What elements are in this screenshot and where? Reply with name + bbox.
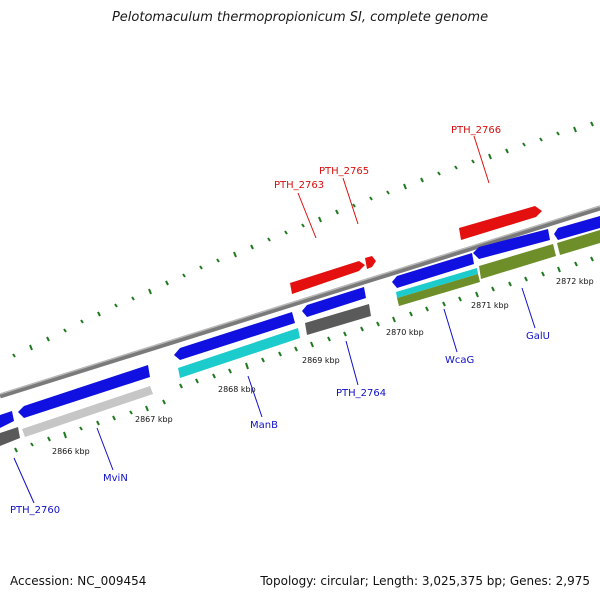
gene-blue-right[interactable] [554,216,600,240]
kbp-label-2871: 2871 kbp [471,301,509,310]
gene-label-manb[interactable]: ManB [250,420,278,431]
gene-red-pth-2763[interactable] [290,261,365,294]
gene-blue-wcag[interactable] [392,253,474,288]
gene-label-mvin[interactable]: MviN [103,473,128,484]
gene-darkgray-pth-2764[interactable] [305,304,371,335]
gene-olive-right[interactable] [557,230,600,255]
gene-blue-galu[interactable] [473,229,550,259]
kbp-label-2868: 2868 kbp [218,385,256,394]
kbp-label-2867: 2867 kbp [135,415,173,424]
gene-blue-manb[interactable] [174,312,295,360]
kbp-label-2869: 2869 kbp [302,356,340,365]
outer-tick-ring [12,121,594,358]
gene-label-pth-2765[interactable]: PTH_2765 [319,166,369,177]
gene-cyan-manb[interactable] [178,328,300,378]
gene-darkgray-pth-2760[interactable] [0,427,20,446]
gene-lightgray-mvin[interactable] [22,386,153,437]
genome-backbone [0,205,600,399]
gene-blue-pth-2760[interactable] [0,411,14,428]
reverse-strand-genes-blue [0,216,600,428]
kbp-labels: 2866 kbp 2867 kbp 2868 kbp 2869 kbp 2870… [52,277,594,456]
genome-title: Pelotomaculum thermopropionicum SI, comp… [111,10,489,25]
gene-label-wcag[interactable]: WcaG [445,355,474,366]
accession-text: Accession: NC_009454 [10,574,147,588]
gene-cyan-wcag[interactable] [396,268,478,298]
gene-label-pth-2760[interactable]: PTH_2760 [10,505,60,516]
forward-strand-genes [290,206,542,294]
gene-label-pth-2764[interactable]: PTH_2764 [336,388,386,399]
gene-blue-mvin[interactable] [18,365,150,418]
label-leader-lines [13,135,536,504]
gene-label-galu[interactable]: GalU [526,331,550,342]
gene-red-pth-2766[interactable] [459,206,542,240]
gene-name-labels: PTH_2760 MviN ManB PTH_2764 WcaG GalU PT… [10,125,550,516]
kbp-label-2870: 2870 kbp [386,328,424,337]
kbp-label-2866: 2866 kbp [52,447,90,456]
gene-red-pth-2765[interactable] [365,256,376,269]
gene-blue-pth-2764[interactable] [302,287,366,317]
gene-label-pth-2763[interactable]: PTH_2763 [274,180,324,191]
gene-olive-wcag[interactable] [397,274,480,306]
topology-text: Topology: circular; Length: 3,025,375 bp… [260,574,590,588]
gene-label-pth-2766[interactable]: PTH_2766 [451,125,501,136]
reverse-strand-genes-colored [0,230,600,446]
gene-olive-galu[interactable] [479,244,556,279]
kbp-label-2872: 2872 kbp [556,277,594,286]
inner-tick-ring [14,256,594,453]
